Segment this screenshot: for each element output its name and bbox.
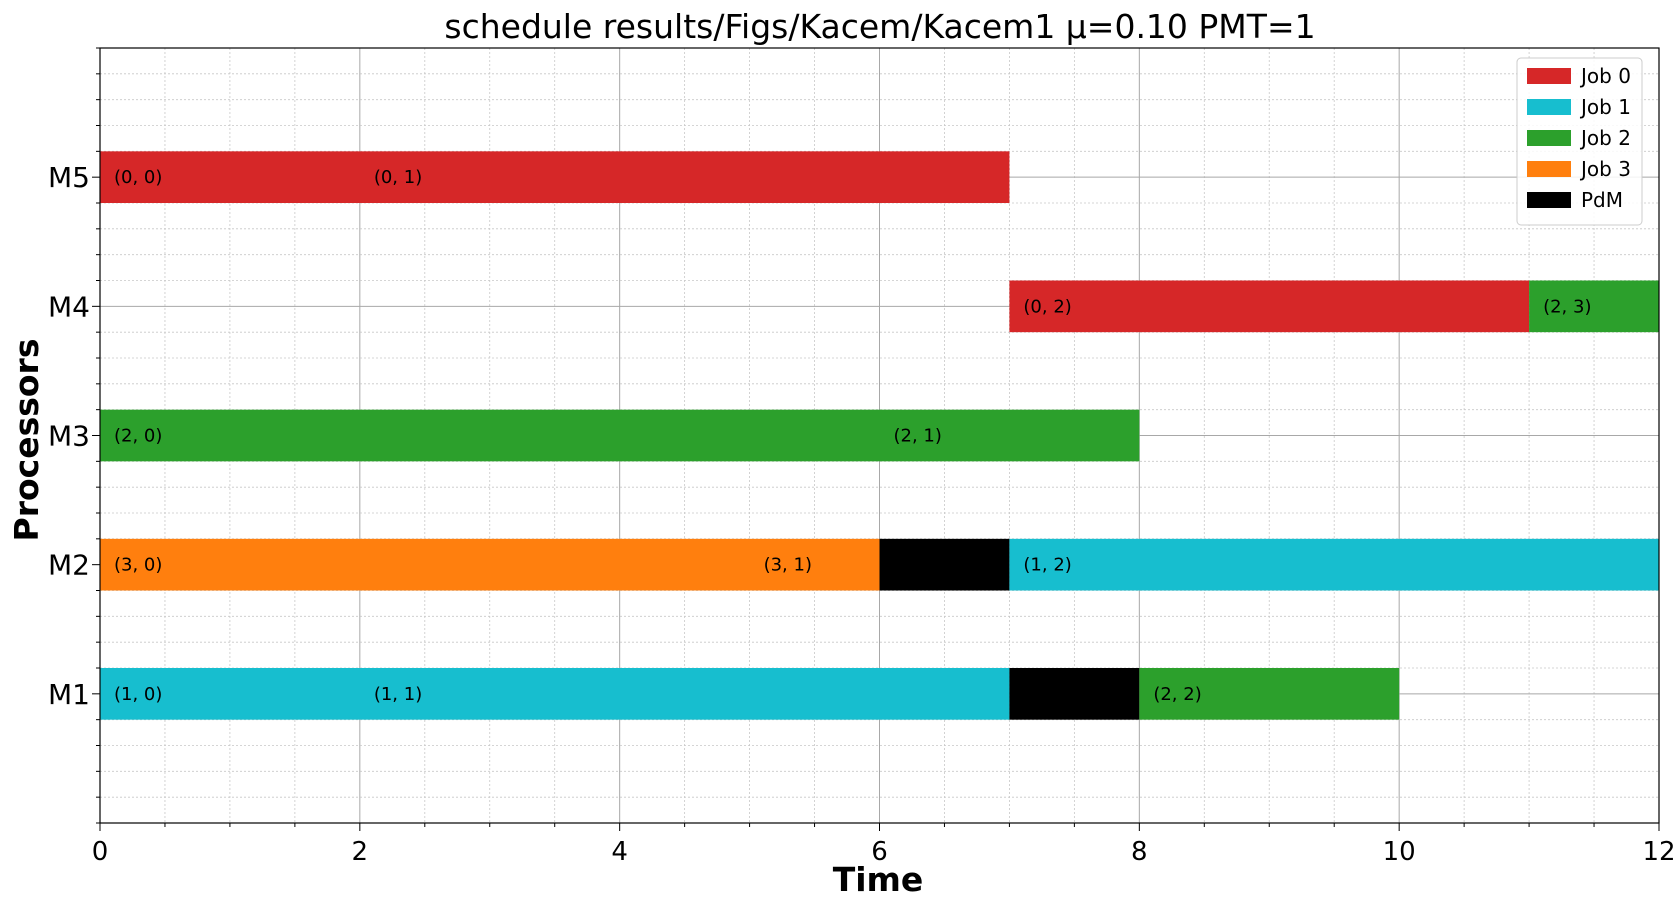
bar-label: (2, 2) [1153, 684, 1201, 705]
bar-label: (0, 1) [374, 167, 422, 188]
bar-label: (2, 3) [1543, 296, 1591, 317]
bar-label: (0, 2) [1023, 296, 1071, 317]
y-axis-label: Processors [7, 339, 46, 542]
chart-title: schedule results/Figs/Kacem/Kacem1 μ=0.1… [444, 7, 1315, 46]
y-axis-ticks: M1 M2 M3 M4 M5 [48, 47, 100, 824]
gantt-bar [100, 538, 880, 591]
gantt-bar [100, 668, 1010, 720]
bar-label: (1, 0) [114, 684, 162, 705]
gantt-bar [1009, 280, 1530, 333]
x-tick-label: 4 [611, 837, 628, 867]
gantt-bar [1009, 668, 1140, 720]
x-tick-label: 2 [352, 837, 369, 867]
x-axis-label: Time [833, 860, 924, 899]
gantt-bar [1529, 280, 1659, 333]
legend-swatch [1527, 130, 1571, 146]
bar-label: (1, 1) [374, 684, 422, 705]
legend-swatch [1527, 161, 1571, 177]
y-tick-label: M1 [48, 678, 90, 711]
legend-swatch [1527, 192, 1571, 208]
y-tick-label: M3 [48, 420, 90, 453]
x-tick-label: 6 [871, 837, 888, 867]
legend-label: Job 1 [1579, 95, 1631, 119]
gantt-bar [100, 151, 1010, 203]
bar-label: (3, 1) [764, 555, 812, 576]
bar-label: (2, 1) [894, 426, 942, 447]
legend-swatch [1527, 68, 1571, 84]
y-tick-label: M5 [48, 161, 90, 194]
legend: Job 0 Job 1 Job 2 Job 3 PdM [1516, 57, 1643, 226]
x-tick-label: 10 [1383, 837, 1416, 867]
bars [100, 151, 1659, 720]
bar-label: (1, 2) [1023, 555, 1071, 576]
x-tick-label: 0 [92, 837, 109, 867]
gantt-bar [879, 538, 1010, 591]
legend-label: PdM [1581, 188, 1623, 212]
bar-label: (3, 0) [114, 555, 162, 576]
bar-label: (2, 0) [114, 426, 162, 447]
operation-labels: (0, 0) (0, 1) (0, 2) (2, 3) (2, 0) (2, 1) (3, … [114, 167, 1591, 705]
legend-label: Job 3 [1579, 157, 1631, 181]
bar-label: (0, 0) [114, 167, 162, 188]
gantt-bar [1009, 538, 1659, 591]
y-tick-label: M2 [48, 549, 90, 582]
y-tick-label: M4 [48, 290, 90, 323]
legend-label: Job 2 [1579, 126, 1631, 150]
gantt-bar [1139, 668, 1400, 720]
x-axis-ticks: 0 2 4 6 8 10 12 [92, 823, 1676, 867]
legend-label: Job 0 [1579, 64, 1631, 88]
x-tick-label: 12 [1642, 837, 1675, 867]
gantt-bar [100, 409, 1140, 462]
x-tick-label: 8 [1131, 837, 1148, 867]
legend-swatch [1527, 99, 1571, 115]
